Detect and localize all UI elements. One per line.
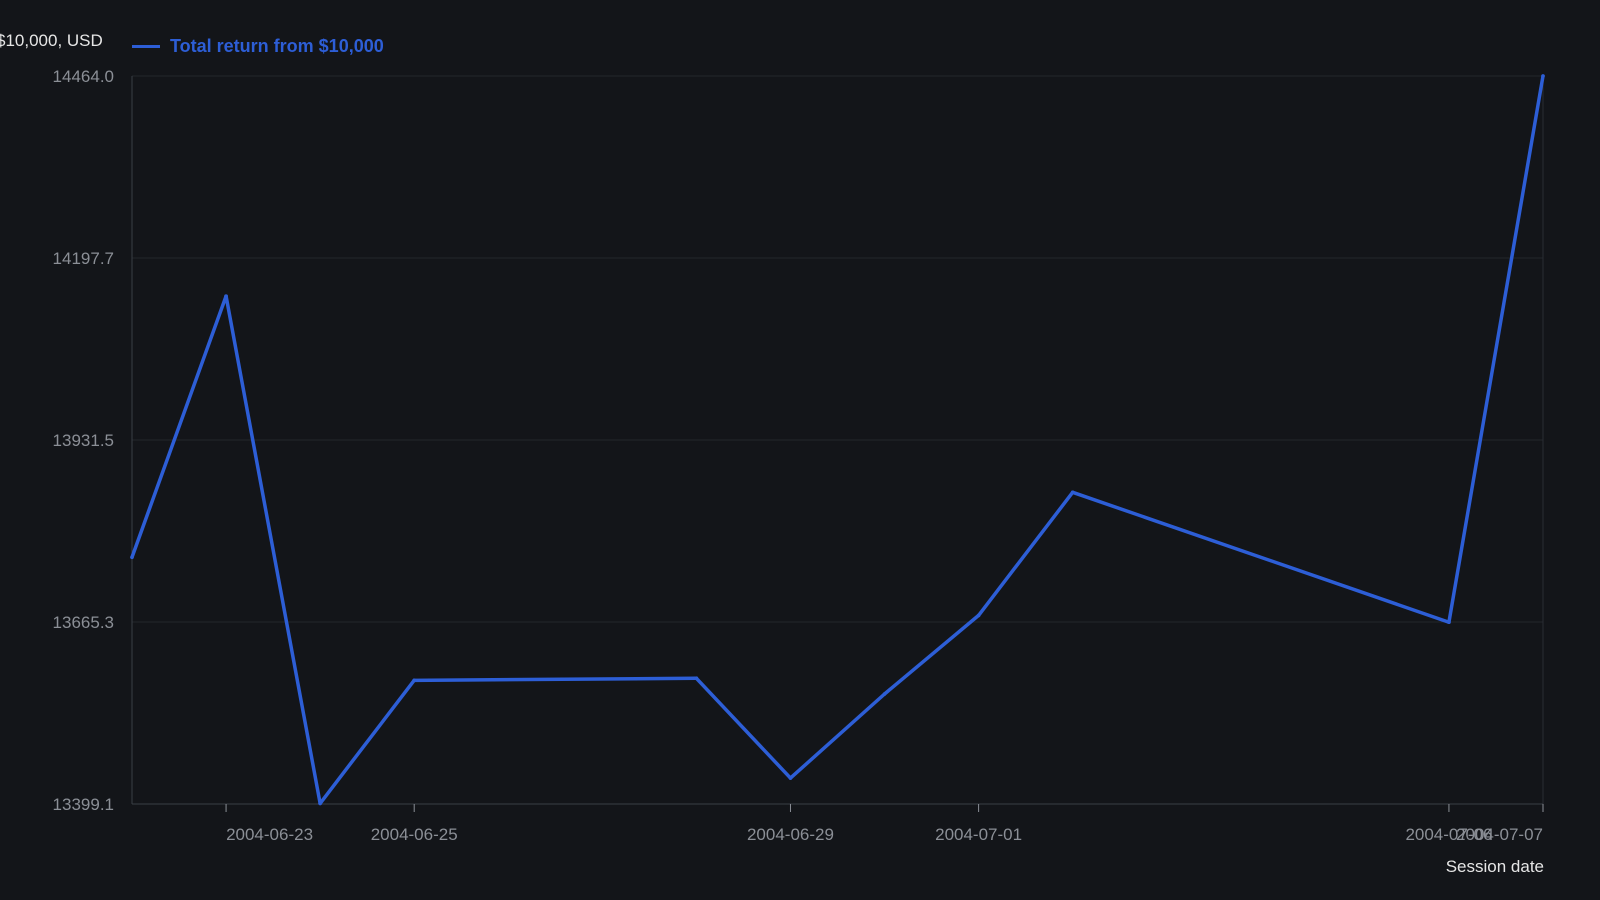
series-segment [1070, 490, 1451, 624]
data-point [318, 801, 322, 806]
data-point [976, 613, 981, 618]
legend-swatch [132, 44, 160, 48]
y-axis-label: $10,000, USD [0, 31, 103, 50]
x-axis-label: Session date [1445, 857, 1544, 876]
x-tick-label: 2004-07-07 [1456, 825, 1543, 844]
series-segment [412, 676, 699, 683]
x-tick-label: 2004-06-23 [226, 825, 313, 844]
series-segment [694, 676, 793, 780]
y-tick-label: 13665.3 [53, 613, 114, 632]
data-point [1541, 74, 1545, 78]
x-tick-label: 2004-07-01 [935, 825, 1022, 844]
y-tick-label: 14197.7 [53, 249, 114, 268]
series-segment [1447, 74, 1545, 624]
y-tick-label: 13399.1 [53, 795, 114, 814]
series-segment [882, 613, 981, 696]
data-point [224, 294, 228, 298]
data-point [412, 678, 417, 683]
x-tick-label: 2004-06-25 [371, 825, 458, 844]
y-tick-label: 13931.5 [53, 431, 114, 450]
data-point [1070, 490, 1075, 495]
x-tick-label: 2004-07-06 [1405, 825, 1492, 844]
data-point [694, 676, 699, 681]
y-tick-label: 14464.0 [53, 67, 114, 86]
legend-label: Total return from $10,000 [170, 35, 384, 56]
data-point [882, 692, 887, 696]
series-segment [976, 490, 1075, 618]
series-segment [318, 678, 416, 806]
data-point [788, 776, 793, 780]
series-segment [224, 294, 322, 806]
series-segment [130, 294, 228, 560]
data-point [1447, 620, 1451, 625]
series-segment [788, 692, 887, 780]
x-tick-label: 2004-06-29 [747, 825, 834, 844]
data-point [130, 555, 134, 560]
legend[interactable]: Total return from $10,000 [132, 34, 384, 58]
